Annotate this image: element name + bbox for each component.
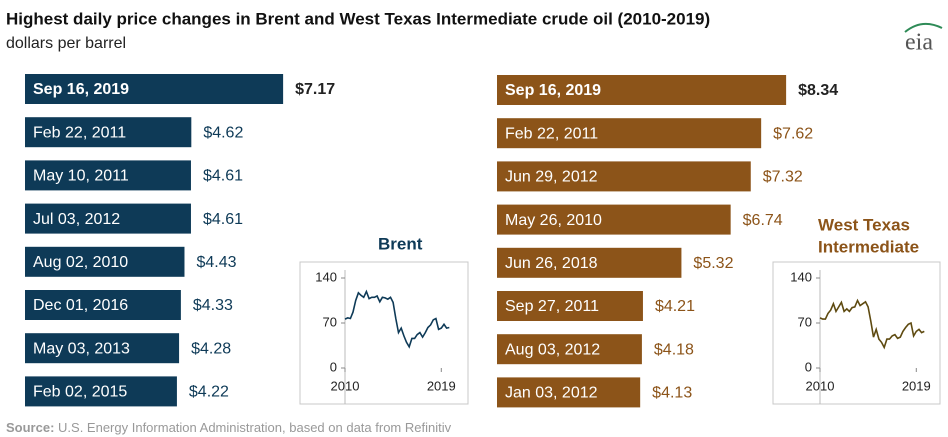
logo-swoosh bbox=[904, 22, 943, 33]
source-label: Source: bbox=[6, 420, 54, 435]
value-label: $7.62 bbox=[773, 125, 813, 142]
bar bbox=[497, 247, 682, 278]
bar bbox=[497, 204, 731, 235]
value-label: $8.34 bbox=[798, 82, 838, 99]
bar bbox=[497, 377, 641, 408]
category-label: Sep 27, 2011 bbox=[505, 298, 599, 315]
category-label: Feb 22, 2011 bbox=[505, 125, 598, 142]
category-label: Jan 03, 2012 bbox=[505, 385, 598, 402]
inset-title: West Texas bbox=[818, 215, 910, 234]
chart-title: Highest daily price changes in Brent and… bbox=[6, 9, 710, 28]
chart-subtitle: dollars per barrel bbox=[6, 35, 126, 52]
price-line bbox=[819, 298, 925, 350]
value-label: $4.43 bbox=[196, 254, 236, 271]
x-tick-label: 2019 bbox=[427, 378, 456, 393]
value-label: $7.17 bbox=[295, 81, 335, 98]
y-tick-label: 70 bbox=[798, 314, 812, 329]
value-label: $4.13 bbox=[652, 385, 692, 402]
bar bbox=[25, 160, 191, 191]
inset-frame bbox=[299, 261, 469, 405]
bar bbox=[497, 118, 762, 149]
category-label: May 10, 2011 bbox=[33, 168, 129, 185]
category-label: Sep 16, 2019 bbox=[33, 81, 129, 98]
bar bbox=[25, 290, 181, 320]
bar bbox=[25, 376, 177, 407]
value-label: $4.61 bbox=[203, 211, 243, 228]
category-label: Aug 02, 2010 bbox=[33, 254, 128, 271]
value-label: $6.74 bbox=[743, 212, 783, 229]
category-label: Feb 02, 2015 bbox=[33, 384, 127, 401]
bar bbox=[25, 333, 180, 364]
price-line bbox=[344, 289, 450, 349]
bar bbox=[497, 334, 642, 365]
category-label: Dec 01, 2016 bbox=[33, 297, 128, 314]
source-text: U.S. Energy Information Administration, … bbox=[58, 420, 452, 435]
bar bbox=[497, 291, 643, 321]
value-label: $4.62 bbox=[203, 124, 243, 141]
value-label: $4.22 bbox=[189, 384, 229, 401]
category-label: Feb 22, 2011 bbox=[33, 124, 126, 141]
category-label: May 26, 2010 bbox=[505, 212, 602, 229]
inset-title: Intermediate bbox=[818, 237, 919, 256]
y-tick-label: 0 bbox=[805, 359, 812, 374]
value-label: $5.32 bbox=[693, 255, 733, 272]
category-label: Jun 26, 2018 bbox=[505, 255, 598, 272]
bar bbox=[25, 117, 192, 148]
value-label: $4.33 bbox=[193, 297, 233, 314]
value-label: $4.21 bbox=[655, 298, 695, 315]
category-label: Jul 03, 2012 bbox=[33, 211, 120, 228]
category-label: Jun 29, 2012 bbox=[505, 169, 598, 186]
bar bbox=[497, 161, 751, 192]
category-label: May 03, 2013 bbox=[33, 340, 130, 357]
bar bbox=[497, 75, 787, 105]
logo: eia bbox=[905, 30, 933, 56]
value-label: $4.18 bbox=[654, 341, 694, 358]
x-tick-label: 2019 bbox=[902, 378, 931, 393]
value-label: $7.32 bbox=[763, 169, 803, 186]
category-label: Sep 16, 2019 bbox=[505, 82, 601, 99]
bar bbox=[25, 74, 284, 104]
source: Source: U.S. Energy Information Administ… bbox=[6, 420, 452, 435]
inset-frame bbox=[772, 261, 941, 405]
y-tick-label: 140 bbox=[315, 269, 337, 284]
inset-title: Brent bbox=[378, 234, 423, 253]
bar bbox=[25, 246, 185, 277]
x-tick-label: 2010 bbox=[806, 378, 835, 393]
value-label: $4.28 bbox=[191, 340, 231, 357]
bar bbox=[25, 203, 191, 234]
x-tick-label: 2010 bbox=[331, 378, 360, 393]
y-tick-label: 140 bbox=[790, 269, 812, 284]
value-label: $4.61 bbox=[203, 168, 243, 185]
category-label: Aug 03, 2012 bbox=[505, 341, 600, 358]
y-tick-label: 70 bbox=[323, 314, 337, 329]
y-tick-label: 0 bbox=[330, 359, 337, 374]
